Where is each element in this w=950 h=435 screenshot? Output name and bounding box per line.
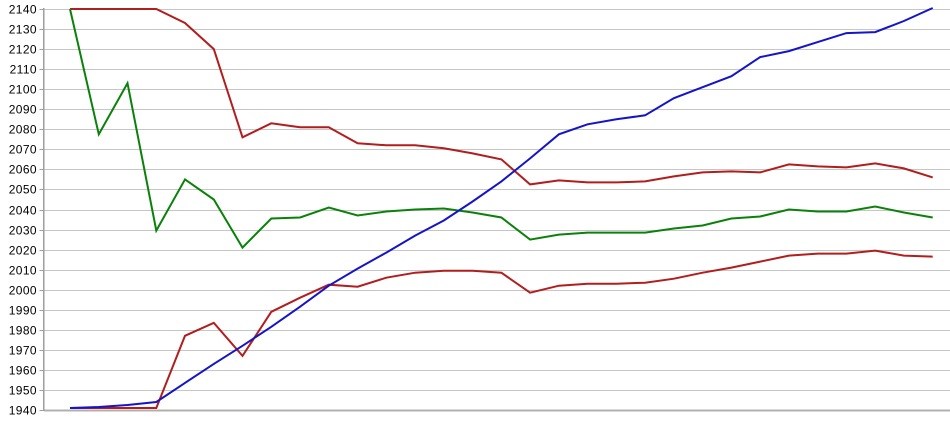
y-axis-tick-label: 1940: [9, 404, 37, 418]
y-axis-tick-label: 2120: [9, 43, 37, 57]
y-axis-tick-label: 1960: [9, 364, 37, 378]
y-axis-tick-label: 2000: [9, 284, 37, 298]
y-axis-tick-label: 1990: [9, 304, 37, 318]
y-axis-tick-label: 2100: [9, 83, 37, 97]
red-lower-line: [70, 249, 933, 409]
y-axis-tick-label: 1980: [9, 324, 37, 338]
y-axis-tick-label: 2080: [9, 123, 37, 137]
y-axis-tick-label: 2140: [9, 3, 37, 17]
y-axis-tick-label: 2020: [9, 244, 37, 258]
y-axis-tick-label: 1970: [9, 344, 37, 358]
y-axis-tick-label: 2110: [10, 63, 37, 77]
y-axis-tick-label: 2010: [9, 264, 37, 278]
y-axis-tick-label: 1950: [9, 384, 37, 398]
blue-line: [69, 7, 934, 409]
y-axis-tick-label: 2040: [9, 204, 37, 218]
y-axis-tick-label: 2030: [9, 224, 37, 238]
y-axis-tick-label: 2060: [9, 163, 37, 177]
y-axis-tick-label: 2050: [9, 183, 37, 197]
green-line: [69, 8, 933, 250]
red-upper-line: [70, 8, 933, 186]
y-axis-tick-label: 2070: [9, 143, 37, 157]
y-axis-tick-label: 2130: [9, 23, 37, 37]
y-axis-tick-label: 2090: [9, 103, 37, 117]
